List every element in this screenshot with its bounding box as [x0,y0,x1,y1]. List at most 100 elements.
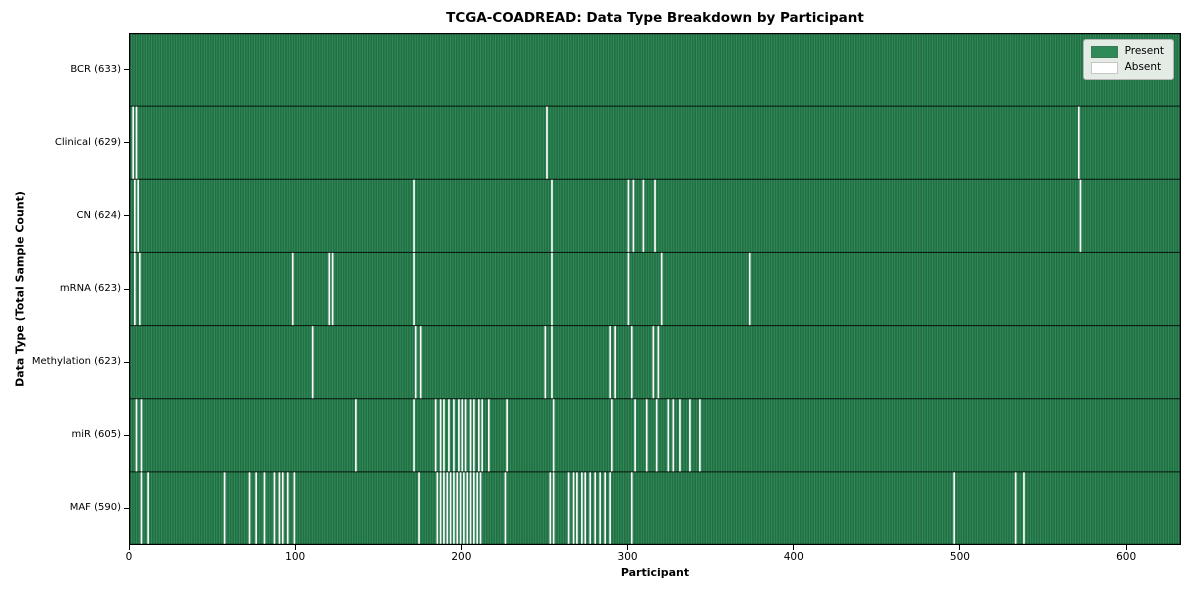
absent-cell [473,398,475,472]
absent-cell [439,471,442,545]
absent-cell [464,398,467,472]
absent-cell [627,252,630,326]
y-tick-mark [124,142,129,144]
absent-cell [439,398,442,472]
x-tick-mark [1125,545,1127,550]
absent-cell [223,471,226,545]
present-field [129,33,1181,545]
absent-cell [589,471,592,545]
absent-cell [609,471,611,545]
absent-cell [614,325,616,399]
row-absent-CN [133,179,1082,253]
row-absent-Clinical [132,106,1080,180]
absent-cell [311,325,314,399]
absent-cell [255,471,258,545]
x-tick-mark [627,545,629,550]
absent-cell [549,471,552,545]
y-tick-label: MAF (590) [69,502,121,514]
absent-cell [278,471,281,545]
absent-cell [632,179,635,253]
absent-cell [748,252,751,326]
x-tick-mark [460,545,462,550]
absent-cell [463,471,465,545]
absent-cell [1014,471,1017,545]
row-absent-MAF [140,471,1025,545]
absent-cell [544,325,547,399]
y-axis-label: Data Type (Total Sample Count) [13,191,27,387]
absent-cell [551,325,553,399]
absent-cell [293,471,296,545]
absent-cell [291,252,294,326]
absent-cell [469,471,472,545]
absent-cell [634,398,636,472]
heatmap [129,33,1181,545]
absent-cell [434,398,437,472]
x-tick-mark [128,545,130,550]
y-tick-mark [124,507,129,509]
y-tick-label: Clinical (629) [54,136,121,148]
legend-label-present: Present [1124,45,1164,57]
absent-cell [552,471,555,545]
absent-cell [443,471,445,545]
absent-cell [137,179,140,253]
legend-item-present: Present [1090,45,1164,58]
absent-cell [567,471,570,545]
absent-cell [436,471,439,545]
absent-cell [453,471,455,545]
x-tick-label: 300 [617,551,638,563]
absent-cell [584,471,587,545]
plot-area: Present Absent [129,33,1181,545]
y-tick-mark [124,69,129,71]
absent-cell [679,398,681,472]
absent-cell [699,398,701,472]
y-tick-label: mRNA (623) [59,283,121,294]
absent-cell [140,471,143,545]
absent-cell [487,398,490,472]
absent-cell [132,106,135,180]
absent-cell [1023,471,1025,545]
absent-cell [652,325,655,399]
absent-cell [456,471,459,545]
absent-cell [630,471,633,545]
absent-cell [551,252,553,326]
absent-cell [466,471,469,545]
absent-cell [286,471,289,545]
absent-cell [1077,106,1080,180]
absent-cell [476,471,479,545]
absent-cell [147,471,149,545]
legend: Present Absent [1082,39,1174,80]
plot-frame [129,33,1181,545]
absent-cell [604,471,607,545]
absent-cell [953,471,956,545]
absent-cell [672,398,675,472]
absent-cell [443,398,445,472]
absent-cell [263,471,266,545]
absent-cell [355,398,357,472]
absent-cell [504,471,507,545]
absent-swatch [1090,61,1118,74]
x-tick-label: 600 [1116,551,1137,563]
x-tick-label: 0 [125,551,133,563]
absent-cell [461,398,464,472]
x-tick-label: 100 [285,551,306,563]
x-tick-label: 500 [949,551,970,563]
absent-cell [281,471,284,545]
legend-item-absent: Absent [1090,61,1164,74]
absent-cell [414,325,417,399]
absent-cell [331,252,334,326]
absent-cell [449,471,452,545]
absent-cell [546,106,548,180]
absent-cell [630,325,633,399]
absent-cell [133,179,136,253]
absent-cell [654,179,656,253]
chart-title: TCGA-COADREAD: Data Type Breakdown by Pa… [446,10,864,26]
absent-cell [418,471,420,545]
absent-cell [642,179,645,253]
absent-cell [660,252,663,326]
absent-cell [458,398,460,472]
y-tick-label: Methylation (623) [31,356,121,368]
absent-cell [576,471,578,545]
absent-cell [135,106,138,180]
absent-cell [655,398,658,472]
absent-cell [478,398,480,472]
